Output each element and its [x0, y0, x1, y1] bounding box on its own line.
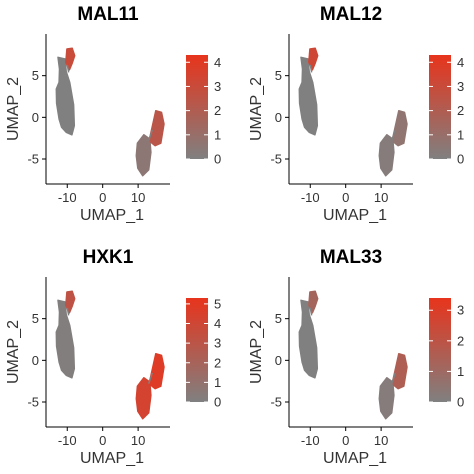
legend-tick-label: 3 [457, 303, 464, 318]
y-tick-label: 5 [32, 311, 39, 326]
x-tick-label: -10 [58, 433, 77, 448]
y-tick-label: -5 [27, 395, 39, 410]
y-tick-label: 5 [275, 68, 282, 83]
legend-tick-label: 0 [214, 152, 221, 167]
y-axis-title: UMAP_2 [5, 320, 22, 384]
cluster-bottom-upper [148, 352, 165, 390]
y-tick-label: 5 [275, 311, 282, 326]
y-tick-label: 5 [32, 68, 39, 83]
cluster-top [308, 47, 319, 71]
cluster-bottom-upper [391, 352, 408, 390]
cluster-strand [66, 64, 70, 73]
legend-tick-label: 3 [457, 79, 464, 94]
cluster-bottom-upper [391, 109, 408, 147]
y-axis-title: UMAP_2 [248, 320, 265, 384]
legend-tick-label: 5 [214, 296, 221, 311]
cluster-main [298, 56, 319, 136]
legend-tick-label: 1 [457, 364, 464, 379]
legend-tick-label: 4 [214, 316, 221, 331]
legend-tick-label: 1 [214, 127, 221, 142]
chart-title: HXK1 [83, 247, 134, 268]
legend-colorbar [186, 298, 208, 402]
legend-tick-label: 2 [457, 103, 464, 118]
cluster-bottom [135, 377, 152, 420]
cluster-main [298, 299, 319, 379]
cluster-bottom-upper [148, 109, 165, 147]
x-axis-title: UMAP_1 [323, 207, 387, 224]
x-tick-label: 10 [131, 190, 145, 205]
x-tick-label: 10 [374, 433, 388, 448]
legend-colorbar [186, 55, 208, 159]
cluster-strand [309, 307, 313, 316]
cluster-strand [148, 372, 153, 384]
cluster-bottom [135, 134, 152, 177]
x-axis-title: UMAP_1 [80, 450, 144, 467]
legend-colorbar [429, 55, 451, 159]
x-tick-label: 10 [131, 433, 145, 448]
legend-tick-label: 2 [214, 355, 221, 370]
y-tick-label: -5 [27, 152, 39, 167]
y-axis-title: UMAP_2 [248, 77, 265, 141]
legend-tick-label: 4 [214, 55, 221, 70]
cluster-top [65, 47, 76, 71]
x-tick-label: 0 [99, 433, 106, 448]
legend-tick-label: 0 [457, 395, 464, 410]
legend-tick-label: 0 [214, 395, 221, 410]
legend-tick-label: 2 [457, 333, 464, 348]
x-tick-label: 0 [99, 190, 106, 205]
cluster-strand [391, 129, 396, 141]
cluster-bottom [378, 134, 395, 177]
legend-tick-label: 1 [457, 127, 464, 142]
legend-tick-label: 3 [214, 79, 221, 94]
x-tick-label: 10 [374, 190, 388, 205]
cluster-top [65, 290, 76, 314]
cluster-strand [148, 129, 153, 141]
cluster-main [55, 56, 76, 136]
y-tick-label: -5 [270, 152, 282, 167]
chart-title: MAL12 [320, 4, 382, 25]
y-tick-label: 0 [32, 353, 39, 368]
cluster-strand [391, 372, 396, 384]
y-tick-label: 0 [275, 110, 282, 125]
legend-tick-label: 2 [214, 103, 221, 118]
x-tick-label: 0 [342, 190, 349, 205]
y-tick-label: -5 [270, 395, 282, 410]
x-tick-label: 0 [342, 433, 349, 448]
y-axis-title: UMAP_2 [5, 77, 22, 141]
cluster-strand [309, 64, 313, 73]
cluster-strand [66, 307, 70, 316]
legend-colorbar [429, 298, 451, 402]
cluster-bottom [378, 377, 395, 420]
y-tick-label: 0 [275, 353, 282, 368]
chart-title: MAL11 [77, 4, 139, 25]
legend-tick-label: 3 [214, 336, 221, 351]
chart-title: MAL33 [320, 247, 382, 268]
legend-tick-label: 0 [457, 152, 464, 167]
legend-tick-label: 1 [214, 375, 221, 390]
x-tick-label: -10 [301, 190, 320, 205]
y-tick-label: 0 [32, 110, 39, 125]
x-axis-title: UMAP_1 [323, 450, 387, 467]
legend-tick-label: 4 [457, 55, 464, 70]
cluster-top [308, 290, 319, 314]
cluster-main [55, 299, 76, 379]
x-tick-label: -10 [58, 190, 77, 205]
x-tick-label: -10 [301, 433, 320, 448]
x-axis-title: UMAP_1 [80, 207, 144, 224]
